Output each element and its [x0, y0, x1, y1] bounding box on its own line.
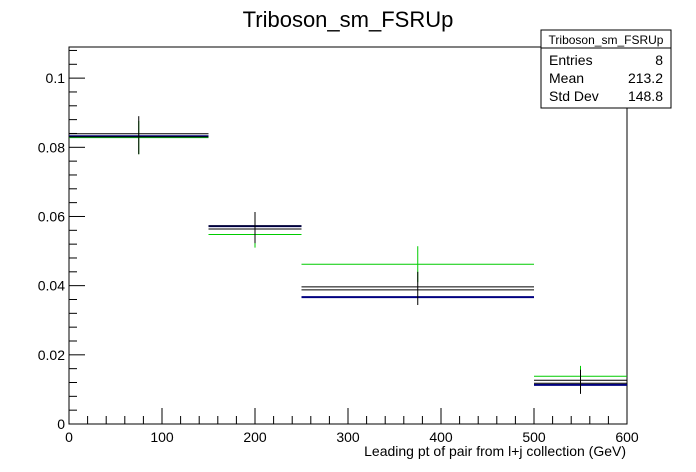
series-layer: [69, 116, 627, 394]
y-tick-label: 0.04: [38, 278, 65, 294]
y-tick-label: 0.1: [46, 70, 66, 86]
stats-stddev-value: 148.8: [628, 88, 663, 104]
stats-box-title: Triboson_sm_FSRUp: [549, 33, 664, 47]
x-tick-label: 400: [429, 429, 453, 445]
stats-box: Triboson_sm_FSRUp Entries 8 Mean 213.2 S…: [540, 29, 672, 109]
x-tick-label: 500: [522, 429, 546, 445]
x-tick-label: 200: [243, 429, 267, 445]
x-tick-label: 300: [336, 429, 360, 445]
y-tick-label: 0.02: [38, 347, 65, 363]
x-tick-label: 600: [615, 429, 639, 445]
x-tick-label: 0: [65, 429, 73, 445]
y-tick-label: 0.06: [38, 208, 65, 224]
y-tick-label: 0.08: [38, 139, 65, 155]
chart-title: Triboson_sm_FSRUp: [243, 7, 454, 32]
x-tick-label: 100: [150, 429, 174, 445]
x-axis-label: Leading pt of pair from l+j collection (…: [364, 443, 626, 459]
series-1: [69, 135, 627, 386]
y-axis: 0 0.02 0.04 0.06 0.08 0.1: [38, 49, 85, 432]
series-0: [69, 116, 627, 394]
y-tick-label: 0: [57, 416, 65, 432]
stats-entries-value: 8: [655, 52, 663, 68]
stats-mean-value: 213.2: [628, 70, 663, 86]
series-2: [69, 121, 627, 387]
stats-stddev-label: Std Dev: [549, 88, 599, 104]
stats-entries-label: Entries: [549, 52, 593, 68]
x-axis: 0 100 200 300 400 500 600: [65, 408, 639, 445]
stats-mean-label: Mean: [549, 70, 584, 86]
